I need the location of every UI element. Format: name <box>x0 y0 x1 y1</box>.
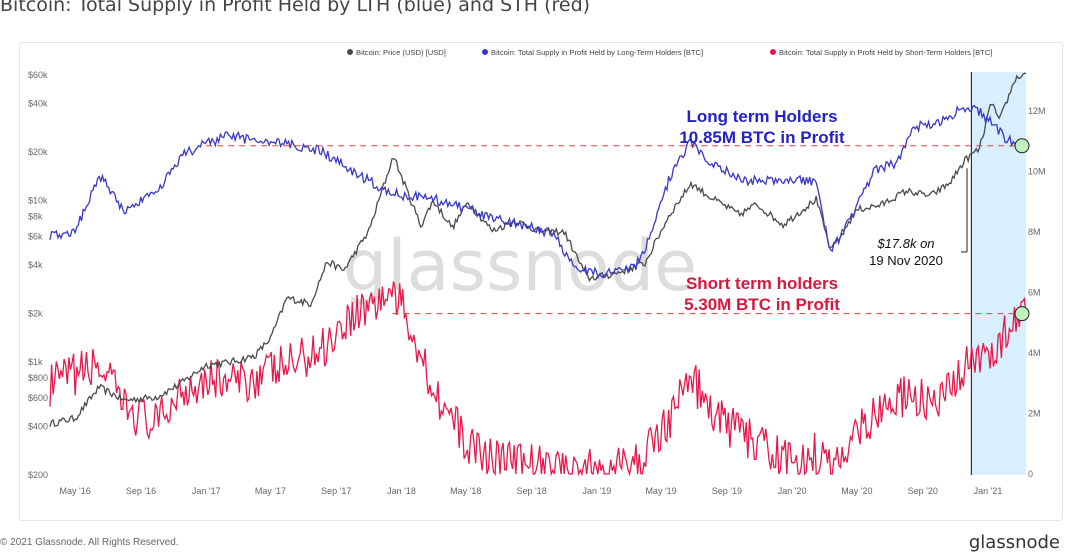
y-left-tick-label: $600 <box>28 393 48 403</box>
legend-label: Bitcoin: Price (USD) [USD] <box>356 48 446 57</box>
x-tick-label: Jan '21 <box>974 486 1003 496</box>
x-tick-label: May '18 <box>450 486 481 496</box>
y-right-tick-label: 10M <box>1028 167 1046 177</box>
y-right-tick-label: 4M <box>1028 348 1041 358</box>
x-tick-label: Sep '19 <box>712 486 742 496</box>
sth-annotation-line2: 5.30M BTC in Profit <box>684 295 840 314</box>
y-left-tick-label: $2k <box>28 309 43 319</box>
sth-supply-line <box>49 281 1027 477</box>
sth-end-marker <box>1014 306 1030 322</box>
y-right-tick-label: 6M <box>1028 288 1041 298</box>
y-left-tick-label: $60k <box>28 70 48 80</box>
lth-end-marker <box>1014 138 1030 154</box>
chart-frame <box>19 42 1063 521</box>
lth-annotation-line1: Long term Holders <box>686 107 837 126</box>
x-tick-label: Sep '18 <box>516 486 546 496</box>
x-tick-label: May '17 <box>255 486 286 496</box>
copyright-footer: © 2021 Glassnode. All Rights Reserved. <box>0 537 179 548</box>
y-left-tick-label: $200 <box>28 470 48 480</box>
y-left-tick-label: $20k <box>28 147 48 157</box>
price-note-line2: 19 Nov 2020 <box>869 253 943 268</box>
y-right-tick-label: 0 <box>1028 469 1033 479</box>
x-tick-label: Sep '20 <box>908 486 938 496</box>
btc-price-line <box>49 72 1027 427</box>
page-title: Bitcoin: Total Supply in Profit Held by … <box>0 0 591 16</box>
y-left-tick-label: $40k <box>28 98 48 108</box>
y-left-tick-label: $10k <box>28 196 48 206</box>
x-tick-label: Jan '19 <box>582 486 611 496</box>
price-note-line1: $17.8k on <box>876 236 934 251</box>
y-left-tick-label: $8k <box>28 211 43 221</box>
y-left-tick-label: $4k <box>28 260 43 270</box>
x-tick-label: Jan '17 <box>192 486 221 496</box>
x-tick-label: May '19 <box>645 486 676 496</box>
x-tick-label: May '16 <box>60 486 91 496</box>
y-right-tick-label: 8M <box>1028 227 1041 237</box>
legend-marker <box>347 49 353 55</box>
y-left-tick-label: $6k <box>28 231 43 241</box>
sth-annotation-line1: Short term holders <box>686 274 838 293</box>
y-left-tick-label: $800 <box>28 373 48 383</box>
legend-marker <box>482 49 488 55</box>
footer-brand-logo: glassnode <box>968 532 1060 553</box>
y-left-tick-label: $1k <box>28 357 43 367</box>
legend-label: Bitcoin: Total Supply in Profit Held by … <box>491 48 703 57</box>
x-tick-label: May '20 <box>841 486 872 496</box>
legend-label: Bitcoin: Total Supply in Profit Held by … <box>779 48 992 57</box>
legend-marker <box>770 49 776 55</box>
x-tick-label: Jan '18 <box>387 486 416 496</box>
x-tick-label: Sep '17 <box>321 486 351 496</box>
lth-supply-line <box>49 104 1027 280</box>
y-right-tick-label: 12M <box>1028 106 1046 116</box>
x-tick-label: Jan '20 <box>778 486 807 496</box>
y-right-tick-label: 2M <box>1028 409 1041 419</box>
lth-annotation-line2: 10.85M BTC in Profit <box>679 128 845 147</box>
x-tick-label: Sep '16 <box>126 486 156 496</box>
y-left-tick-label: $400 <box>28 421 48 431</box>
